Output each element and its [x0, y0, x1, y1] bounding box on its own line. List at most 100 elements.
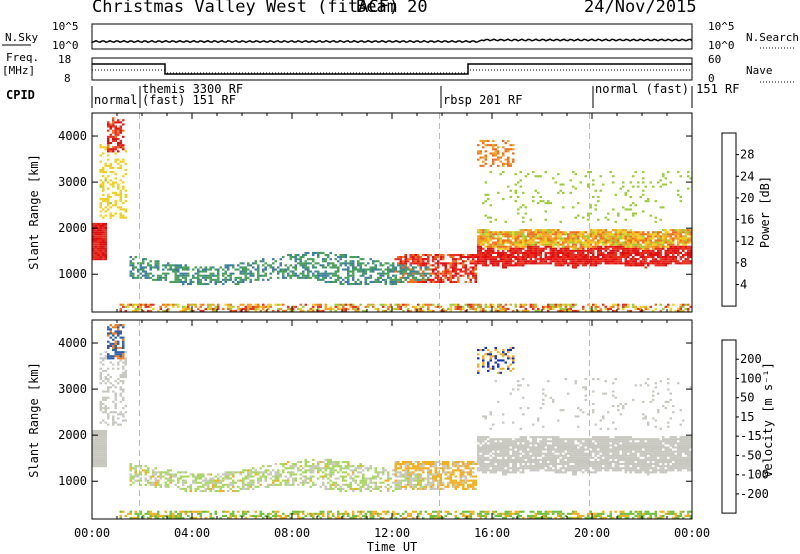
heatmap-cell	[419, 280, 422, 283]
heatmap-cell	[557, 231, 560, 234]
heatmap-cell	[479, 229, 482, 232]
heatmap-cell	[269, 264, 272, 267]
heatmap-cell	[259, 512, 262, 515]
heatmap-cell	[652, 235, 655, 238]
heatmap-cell	[442, 270, 445, 273]
heatmap-cell	[567, 258, 570, 261]
heatmap-cell	[164, 278, 167, 281]
heatmap-cell	[529, 262, 532, 265]
heatmap-cell	[514, 239, 517, 242]
heatmap-cell	[612, 249, 615, 252]
heatmap-cell	[374, 264, 377, 267]
heatmap-cell	[414, 473, 417, 476]
heatmap-cell	[484, 233, 487, 236]
heatmap-cell	[647, 198, 650, 201]
heatmap-cell	[422, 471, 425, 474]
heatmap-cell	[182, 475, 185, 478]
heatmap-cell	[372, 512, 375, 515]
heatmap-cell	[414, 256, 417, 259]
heatmap-cell	[222, 479, 225, 482]
heatmap-cell	[642, 249, 645, 252]
heatmap-cell	[114, 349, 117, 352]
heatmap-cell	[604, 237, 607, 240]
heatmap-cell	[654, 231, 657, 234]
heatmap-cell	[599, 239, 602, 242]
heatmap-cell	[252, 481, 255, 484]
heatmap-cell	[319, 303, 322, 306]
heatmap-cell	[427, 262, 430, 265]
heatmap-cell	[619, 258, 622, 261]
heatmap-cell	[354, 305, 357, 308]
heatmap-cell	[487, 229, 490, 232]
heatmap-cell	[117, 166, 120, 169]
heatmap-cell	[647, 254, 650, 257]
heatmap-cell	[482, 241, 485, 244]
heatmap-cell	[537, 249, 540, 252]
heatmap-cell	[427, 479, 430, 482]
heatmap-cell	[437, 274, 440, 277]
heatmap-cell	[579, 239, 582, 242]
heatmap-cell	[297, 467, 300, 470]
heatmap-cell	[227, 485, 230, 488]
heatmap-cell	[307, 270, 310, 273]
heatmap-cell	[307, 268, 310, 271]
heatmap-cell	[634, 204, 637, 207]
heatmap-cell	[632, 214, 635, 217]
heatmap-cell	[512, 237, 515, 240]
heatmap-cell	[232, 510, 235, 513]
heatmap-cell	[547, 235, 550, 238]
heatmap-cell	[364, 264, 367, 267]
heatmap-cell	[362, 274, 365, 277]
heatmap-cell	[627, 237, 630, 240]
heatmap-cell	[104, 245, 107, 248]
heatmap-cell	[239, 278, 242, 281]
heatmap-cell	[539, 237, 542, 240]
heatmap-cell	[654, 239, 657, 242]
heatmap-cell	[369, 479, 372, 482]
heatmap-cell	[362, 479, 365, 482]
heatmap-cell	[332, 469, 335, 472]
heatmap-cell	[292, 483, 295, 486]
heatmap-cell	[432, 465, 435, 468]
heatmap-cell	[577, 264, 580, 267]
heatmap-cell	[164, 471, 167, 474]
heatmap-cell	[237, 510, 240, 513]
heatmap-cell	[589, 206, 592, 209]
heatmap-cell	[437, 260, 440, 263]
heatmap-cell	[464, 264, 467, 267]
heatmap-cell	[534, 233, 537, 236]
heatmap-cell	[532, 243, 535, 246]
heatmap-cell	[112, 171, 115, 174]
heatmap-cell	[432, 510, 435, 513]
heatmap-cell	[229, 471, 232, 474]
heatmap-cell	[662, 183, 665, 186]
heatmap-cell	[594, 241, 597, 244]
heatmap-cell	[587, 218, 590, 221]
heatmap-cell	[487, 247, 490, 250]
heatmap-cell	[237, 307, 240, 310]
heatmap-cell	[322, 266, 325, 269]
heatmap-cell	[102, 193, 105, 196]
heatmap-cell	[462, 481, 465, 484]
heatmap-cell	[102, 398, 105, 401]
heatmap-cell	[257, 303, 260, 306]
heatmap-cell	[537, 251, 540, 254]
heatmap-cell	[479, 243, 482, 246]
heatmap-cell	[97, 243, 100, 246]
heatmap-cell	[299, 477, 302, 480]
heatmap-cell	[239, 473, 242, 476]
heatmap-cell	[337, 461, 340, 464]
heatmap-cell	[179, 264, 182, 267]
heatmap-cell	[249, 485, 252, 488]
heatmap-cell	[499, 258, 502, 261]
heatmap-cell	[439, 475, 442, 478]
heatmap-cell	[449, 512, 452, 515]
heatmap-cell	[657, 231, 660, 234]
heatmap-cell	[204, 510, 207, 513]
heatmap-cell	[652, 309, 655, 312]
heatmap-cell	[654, 235, 657, 238]
heatmap-cell	[492, 144, 495, 147]
heatmap-cell	[99, 251, 102, 254]
heatmap-cell	[502, 260, 505, 263]
heatmap-cell	[124, 369, 127, 372]
